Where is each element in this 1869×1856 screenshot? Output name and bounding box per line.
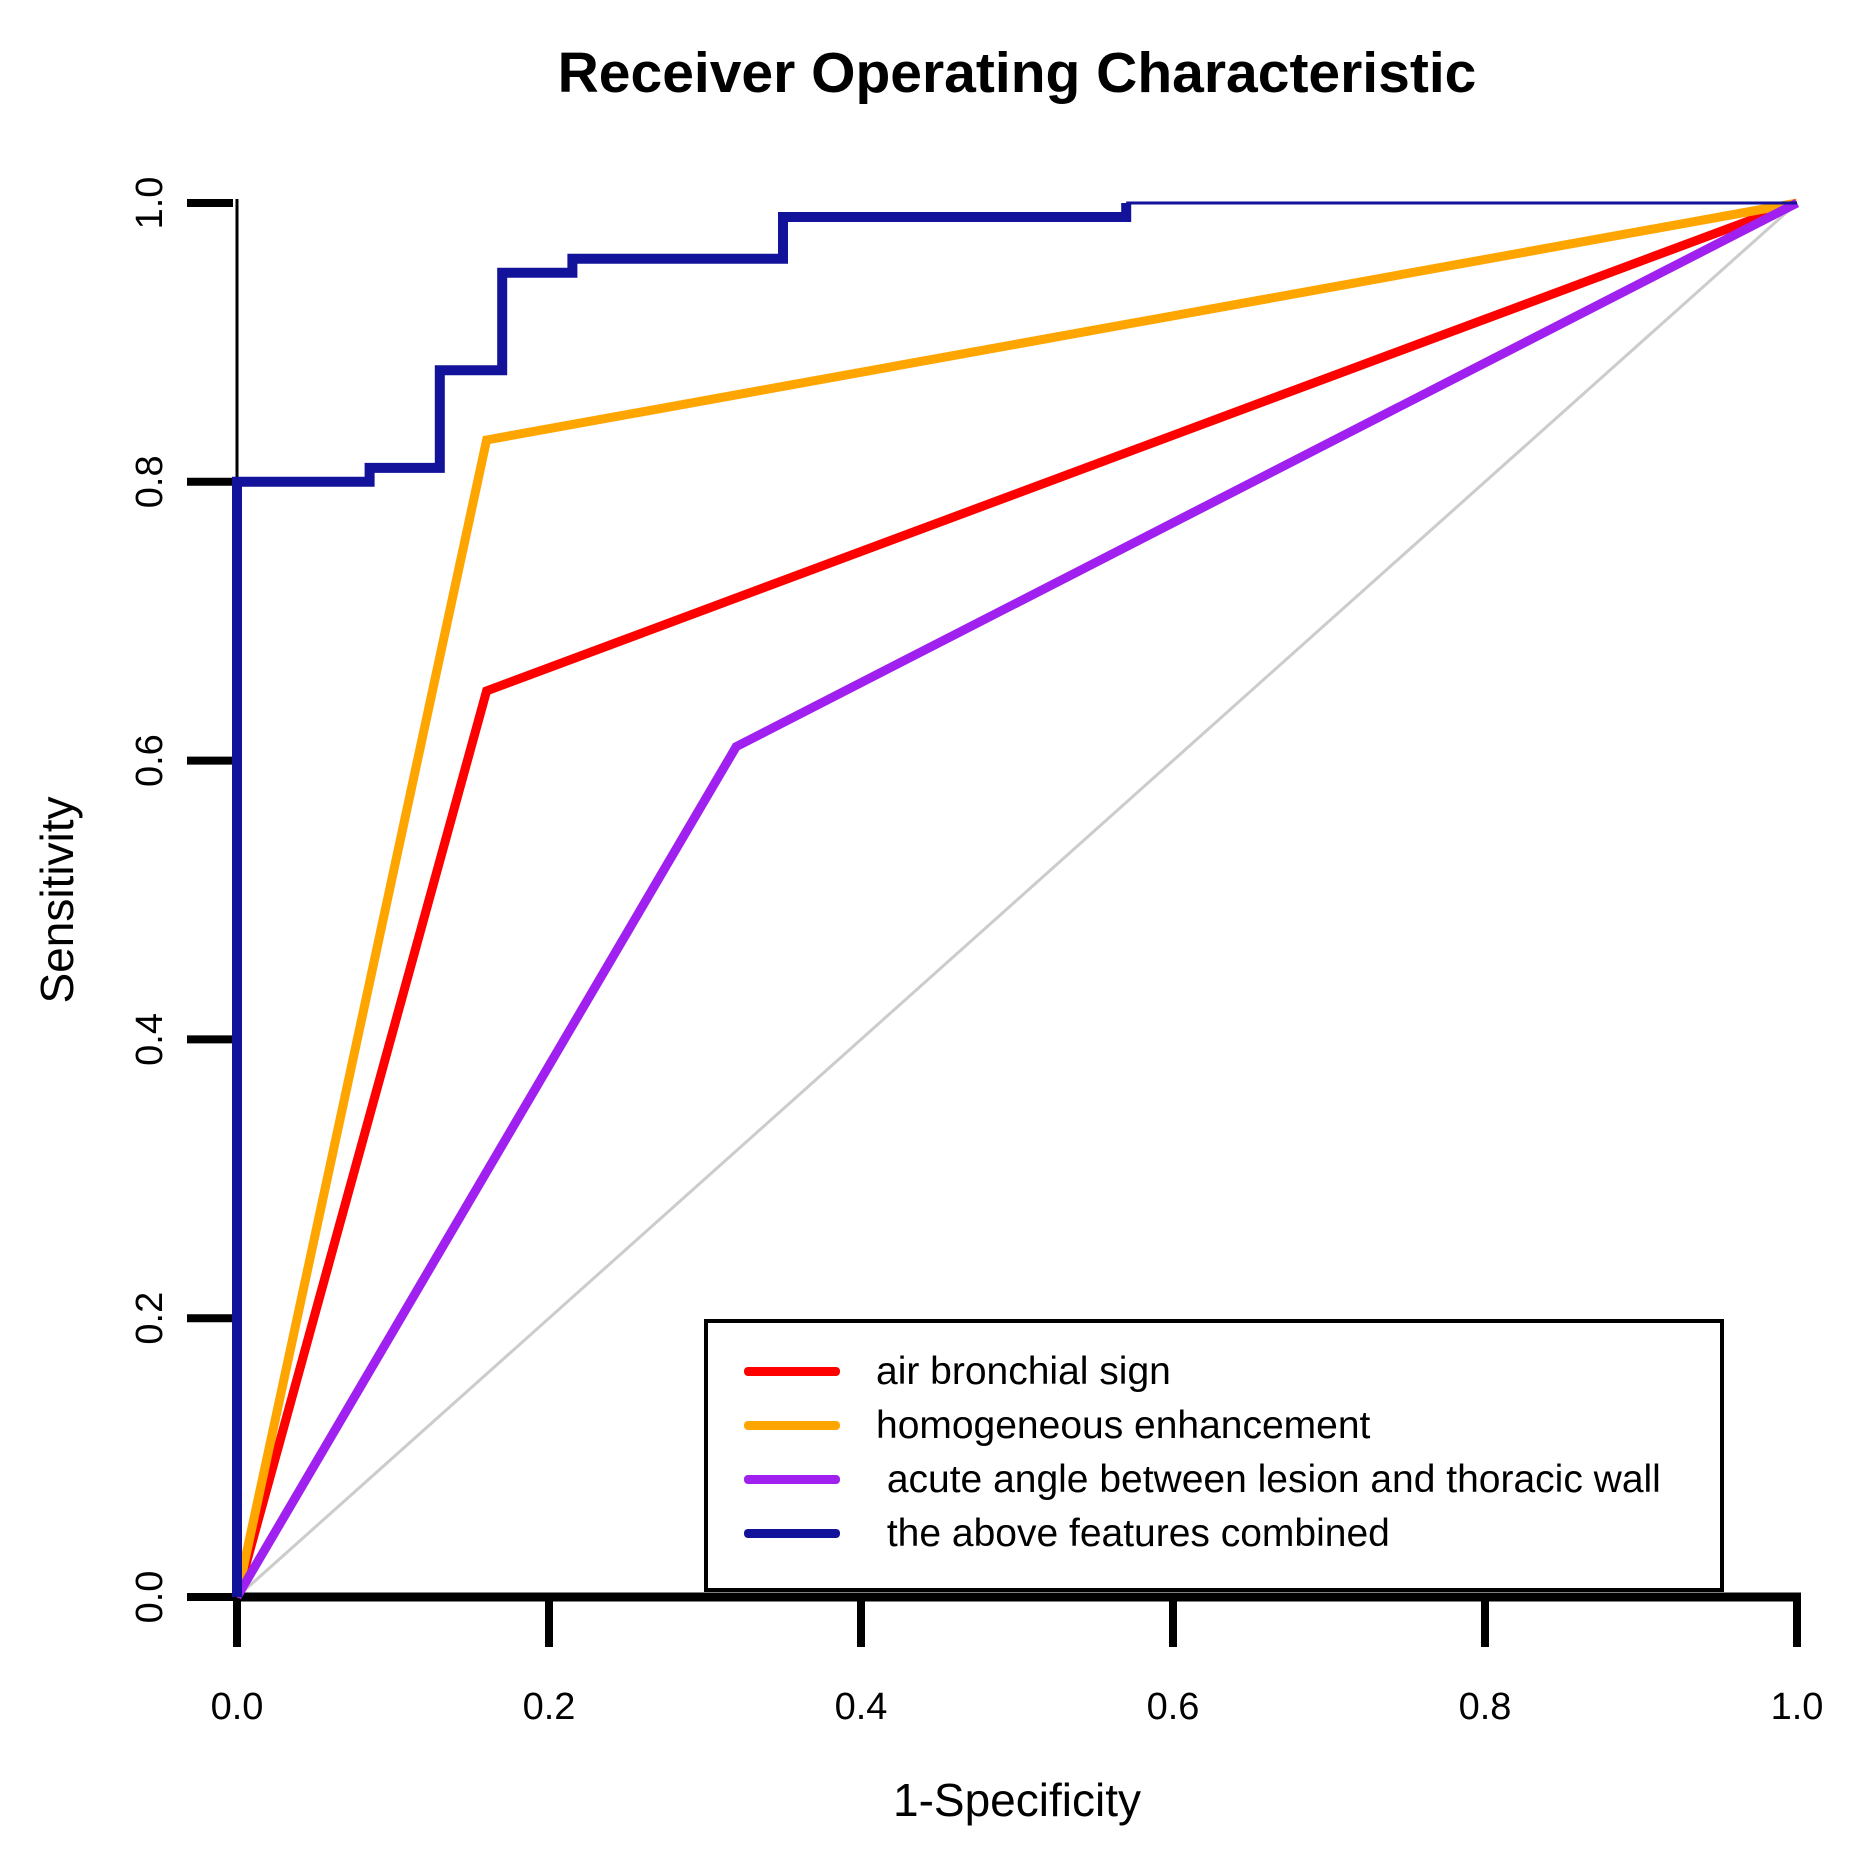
x-tick-label: 0.4 <box>835 1686 888 1728</box>
x-axis-title: 1-Specificity <box>893 1774 1141 1826</box>
legend-swatch-air-bronchial-sign <box>744 1367 840 1376</box>
x-tick-label: 0.8 <box>1459 1686 1512 1728</box>
y-tick-label: 0.4 <box>129 1013 171 1066</box>
legend-label: the above features combined <box>876 1512 1390 1555</box>
y-axis-title: Sensitivity <box>31 796 83 1003</box>
x-tick-label: 0.6 <box>1147 1686 1200 1728</box>
legend-row: air bronchial sign <box>744 1345 1720 1399</box>
roc-curve-homogeneous-enhancement <box>232 198 1798 1598</box>
y-tick-label: 0.6 <box>129 734 171 787</box>
y-tick-label: 0.2 <box>129 1292 171 1345</box>
y-tick-label: 0.0 <box>129 1571 171 1624</box>
y-tick-label: 0.8 <box>129 455 171 508</box>
y-tick-label: 1.0 <box>129 177 171 230</box>
roc-curve-air-bronchial-sign <box>232 198 1799 1599</box>
x-tick-label: 1.0 <box>1771 1686 1824 1728</box>
legend-box: air bronchial sign homogeneous enhanceme… <box>704 1319 1724 1592</box>
roc-curve-acute-angle-between-lesion-and-thoracic-wall <box>233 198 1800 1600</box>
x-tick-label: 0.2 <box>523 1686 576 1728</box>
roc-curve-the-above-features-combined <box>232 203 1132 1597</box>
legend-label: air bronchial sign <box>876 1350 1171 1393</box>
reference-diagonal-line <box>236 201 1798 1599</box>
chart-title: Receiver Operating Characteristic <box>557 41 1477 105</box>
legend-label: acute angle between lesion and thoracic … <box>876 1458 1661 1501</box>
x-tick-label: 0.0 <box>211 1686 264 1728</box>
legend-row: homogeneous enhancement <box>744 1399 1720 1453</box>
legend-swatch-combined <box>744 1529 840 1538</box>
legend-label: homogeneous enhancement <box>876 1404 1371 1447</box>
legend-row: the above features combined <box>744 1507 1720 1561</box>
legend-row: acute angle between lesion and thoracic … <box>744 1453 1720 1507</box>
legend-swatch-homogeneous-enhancement <box>744 1421 840 1430</box>
legend-swatch-acute-angle <box>744 1475 840 1484</box>
